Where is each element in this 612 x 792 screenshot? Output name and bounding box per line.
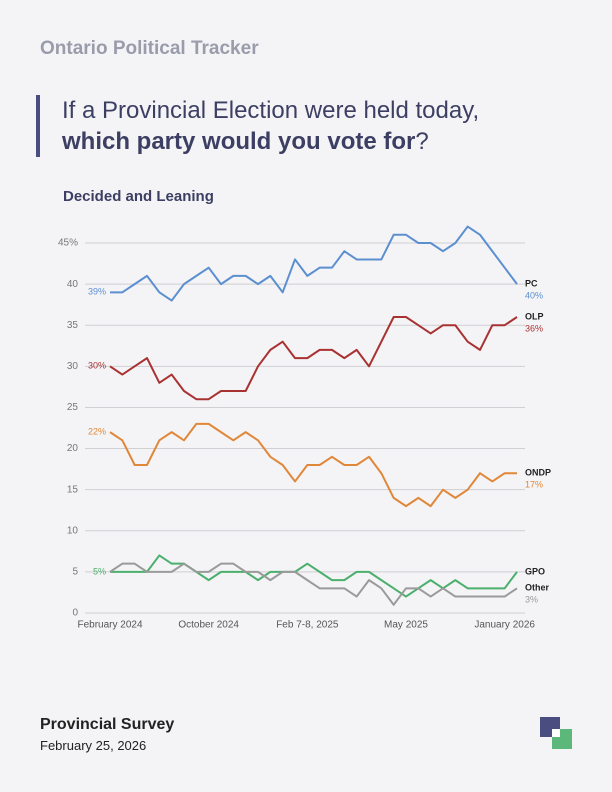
question-part: If a Provincial Election were held today…: [62, 97, 480, 124]
series-line: [109, 422, 517, 508]
y-tick-label: 25: [67, 402, 79, 413]
x-tick-label: October 2024: [178, 620, 239, 631]
value-label: 17%: [525, 480, 543, 490]
series-name: GPO: [525, 566, 545, 576]
series-line: [109, 316, 518, 401]
x-tick-label: January 2026: [474, 620, 535, 631]
x-tick-label: February 2024: [77, 620, 142, 631]
series-name: PC: [525, 278, 538, 288]
footer-title: Provincial Survey: [40, 716, 175, 733]
value-label: 3%: [525, 595, 538, 605]
y-tick-label: 10: [67, 525, 79, 536]
footer-date: February 25, 2026: [40, 738, 147, 753]
y-tick-label: 15: [67, 484, 79, 495]
y-tick-label: 20: [67, 443, 79, 454]
logo: [540, 717, 572, 749]
value-label: 22%: [88, 426, 106, 436]
series-line: [110, 554, 518, 598]
value-label: 36%: [525, 323, 543, 333]
value-label: 5%: [93, 566, 106, 576]
series-name: OLP: [525, 311, 544, 321]
value-label: 30%: [88, 361, 106, 371]
y-tick-label: 30: [67, 361, 79, 372]
value-label: 39%: [88, 287, 106, 297]
page-title: Ontario Political Tracker: [40, 38, 259, 59]
series-name: ONDP: [525, 468, 551, 478]
value-label: 40%: [525, 290, 543, 300]
question-bold: which party would you vote for: [62, 128, 416, 155]
question: If a Provincial Election were held today…: [36, 95, 542, 157]
y-tick-label: 5: [72, 567, 78, 578]
y-tick-label: 35: [67, 320, 79, 331]
series-line: [109, 562, 518, 606]
series-name: Other: [525, 583, 550, 593]
x-tick-label: Feb 7-8, 2025: [276, 620, 339, 631]
question-part: ?: [415, 128, 429, 155]
y-tick-label: 0: [72, 608, 78, 619]
y-tick-label: 45%: [58, 238, 78, 249]
chart-subtitle: Decided and Leaning: [63, 188, 214, 205]
x-tick-label: May 2025: [384, 620, 428, 631]
y-tick-label: 40: [67, 279, 79, 290]
series-line: [110, 225, 518, 302]
